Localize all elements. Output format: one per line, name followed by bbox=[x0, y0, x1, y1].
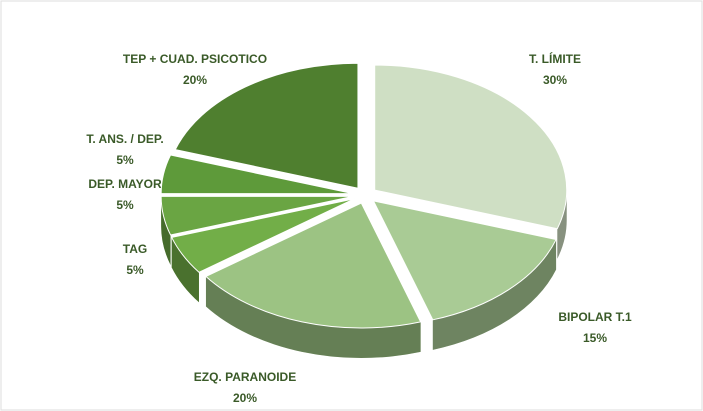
slice-shade bbox=[171, 237, 199, 303]
slice bbox=[160, 154, 354, 195]
slice-shade bbox=[161, 196, 171, 265]
slice-shade bbox=[432, 239, 557, 350]
slice-label: TAG bbox=[123, 242, 147, 256]
slice-side bbox=[171, 237, 199, 303]
slice-value-label: 30% bbox=[543, 73, 567, 87]
slice-value-label: 20% bbox=[233, 391, 257, 405]
slice-label: EZQ. PARANOIDE bbox=[194, 370, 296, 384]
slice bbox=[372, 200, 557, 321]
slice-shade bbox=[557, 190, 567, 259]
slice-label: TEP + CUAD. PSICOTICO bbox=[123, 52, 267, 66]
slice-label: BIPOLAR T.1 bbox=[558, 310, 632, 324]
slice-value-label: 5% bbox=[116, 153, 134, 167]
slice-value-label: 5% bbox=[126, 263, 144, 277]
slice-value-label: 15% bbox=[583, 331, 607, 345]
slice-label: DEP. MAYOR bbox=[88, 177, 162, 191]
slice-label: T. ANS. / DEP. bbox=[86, 132, 163, 146]
slice bbox=[205, 202, 422, 329]
slice-side bbox=[557, 190, 567, 259]
slice-label: T. LÍMITE bbox=[529, 51, 581, 66]
slice bbox=[174, 62, 359, 189]
slice bbox=[374, 64, 568, 230]
slice-value-label: 20% bbox=[183, 73, 207, 87]
slice bbox=[160, 195, 354, 236]
slice-side bbox=[205, 276, 421, 358]
slice-side bbox=[432, 239, 557, 350]
slice-value-label: 5% bbox=[116, 198, 134, 212]
slice-shade bbox=[205, 276, 421, 358]
slice-side bbox=[161, 196, 171, 265]
slice bbox=[170, 198, 355, 273]
